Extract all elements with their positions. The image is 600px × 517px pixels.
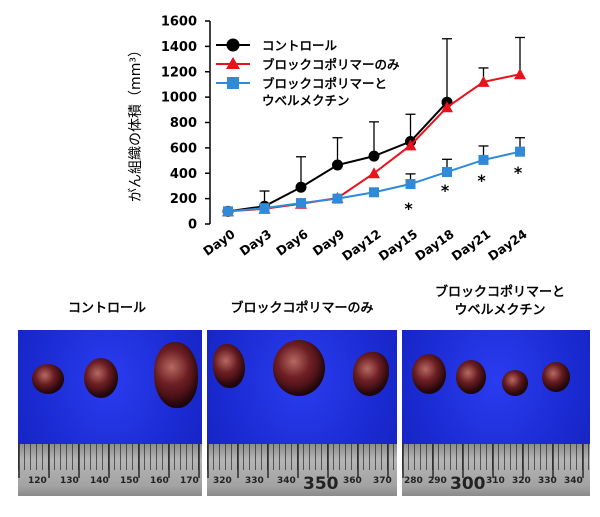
y-tick-label: 200 [170, 192, 197, 207]
ruler-label: 290 [428, 476, 447, 486]
y-tick-label: 0 [188, 218, 197, 233]
ruler-label: 150 [120, 476, 139, 486]
data-point [477, 75, 490, 87]
ruler-label: 320 [512, 476, 531, 486]
data-point [369, 187, 379, 198]
significance-marker: * [404, 199, 413, 218]
tumor [412, 354, 446, 394]
ruler-label: 280 [404, 476, 423, 486]
ruler-label: 330 [538, 476, 557, 486]
tumor [456, 360, 486, 394]
tumor-photo-control: 120 130 140 150 160 170 [18, 330, 202, 496]
significance-marker: * [441, 181, 450, 200]
legend-label: ブロックコポリマーのみ [262, 57, 400, 72]
y-tick-label: 1400 [161, 40, 197, 55]
y-tick-label: 1000 [161, 91, 197, 106]
y-tick-label: 800 [170, 116, 197, 131]
x-tick-label: Day12 [339, 226, 384, 264]
ruler-label: 350 [303, 474, 339, 494]
data-point [368, 150, 380, 162]
ruler-label: 320 [213, 476, 232, 486]
ruler-label: 160 [150, 476, 169, 486]
data-point [332, 159, 343, 171]
photo-caption-line: ブロックコポリマーのみ [230, 301, 374, 316]
photo-caption-copolymer-uvermectin: ブロックコポリマーと ウベルメクチン [405, 284, 595, 320]
data-point [478, 154, 489, 165]
tumor [32, 364, 64, 394]
data-point [223, 206, 233, 217]
ruler-label: 310 [486, 476, 505, 486]
data-point [404, 139, 417, 151]
x-tick-label: Day6 [273, 226, 311, 259]
data-point [441, 101, 453, 113]
x-tick-label: Day3 [237, 226, 275, 259]
tumor [154, 342, 198, 408]
ruler-label: 340 [277, 476, 296, 486]
y-tick-label: 600 [170, 141, 197, 156]
data-point [515, 146, 525, 157]
tumor [84, 358, 118, 398]
y-tick-label: 400 [170, 167, 197, 182]
legend-label: ウベルメクチン [262, 93, 350, 108]
tumor-volume-chart: 0 200 400 600 800 1000 1200 1400 1600 がん組織の体積（mm³… [128, 15, 530, 264]
photo-caption-line: コントロール [67, 301, 146, 316]
tumor [213, 344, 245, 388]
significance-marker: * [477, 171, 486, 190]
significance-marker: * [514, 163, 523, 182]
photo-caption-line: ウベルメクチン [454, 303, 546, 318]
data-point [368, 167, 380, 179]
ruler-label: 330 [245, 476, 264, 486]
x-tick-label: Day21 [449, 226, 494, 264]
legend-marker [226, 57, 240, 69]
ruler-label: 370 [373, 476, 392, 486]
data-point [259, 203, 270, 214]
tumor [353, 352, 389, 396]
legend-marker [227, 77, 239, 89]
y-tick-label: 1200 [161, 65, 197, 80]
ruler-label: 140 [90, 476, 109, 486]
data-point [296, 198, 306, 209]
y-axis-label: がん組織の体積（mm³） [128, 43, 144, 202]
x-tick-label: Day18 [412, 226, 457, 264]
x-tick-label: Day0 [200, 226, 238, 259]
x-tick-label: Day15 [376, 226, 421, 264]
ruler: 120 130 140 150 160 170 [18, 444, 202, 496]
tumor-photo-copolymer-uvermectin: 280 290 300 310 320 330 340 [402, 330, 590, 496]
data-point [405, 179, 416, 190]
ruler: 280 290 300 310 320 330 340 [402, 444, 590, 496]
data-point [295, 181, 307, 193]
ruler-label: 360 [343, 476, 362, 486]
data-point [332, 193, 343, 204]
tumor-photo-copolymer: 320 330 340 350 360 370 [207, 330, 397, 496]
tumor [502, 370, 528, 396]
ruler-label: 120 [28, 476, 47, 486]
legend-label: ブロックコポリマーと [262, 76, 387, 91]
x-tick-label: Day24 [485, 226, 530, 264]
tumor [542, 362, 570, 392]
data-point [442, 166, 452, 177]
photo-caption-control: コントロール [22, 300, 192, 318]
ruler-label: 340 [564, 476, 583, 486]
ruler-label: 300 [450, 474, 486, 494]
y-tick-label: 1600 [161, 15, 197, 30]
legend-label: コントロール [262, 38, 338, 53]
ruler: 320 330 340 350 360 370 [207, 444, 397, 496]
ruler-label: 170 [180, 476, 199, 486]
legend-marker [226, 38, 240, 52]
photo-caption-line: ブロックコポリマーと [434, 285, 565, 300]
data-point [514, 68, 526, 80]
ruler-label: 130 [60, 476, 79, 486]
photo-caption-copolymer: ブロックコポリマーのみ [212, 300, 392, 318]
tumor [273, 340, 325, 396]
